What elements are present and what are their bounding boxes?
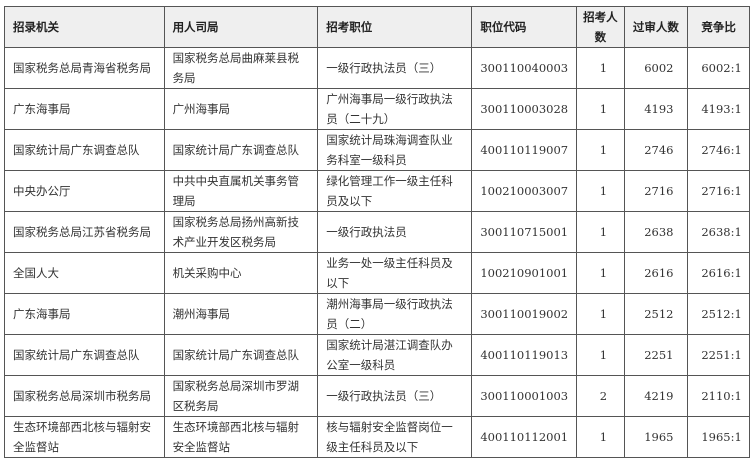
table-header-row: 招录机关 用人司局 招考职位 职位代码 招考人数 过审人数 竞争比 xyxy=(4,6,750,48)
cell-department: 潮州海事局 xyxy=(163,293,319,335)
table-row: 中央办公厅 中共中央直属机关事务管理局 绿化管理工作一级主任科员及以下 1002100… xyxy=(4,170,750,212)
table-row: 国家税务总局青海省税务局 国家税务总局曲麻莱县税务局 一级行政执法员（三） 30011… xyxy=(4,47,750,89)
cell-code: 100210901001 xyxy=(471,252,578,294)
cell-department: 中共中央直属机关事务管理局 xyxy=(163,170,319,212)
cell-agency: 生态环境部西北核与辐射安全监督站 xyxy=(4,416,165,458)
cell-position: 国家统计局湛江调查队办公室一级科员 xyxy=(317,334,473,376)
cell-ratio: 2251:1 xyxy=(687,334,750,376)
cell-ratio: 2512:1 xyxy=(687,293,750,335)
cell-ratio: 2616:1 xyxy=(687,252,750,294)
cell-agency: 国家税务总局青海省税务局 xyxy=(4,47,165,89)
cell-approved: 2638 xyxy=(623,211,689,253)
cell-department: 机关采购中心 xyxy=(163,252,319,294)
cell-approved: 6002 xyxy=(623,47,689,89)
cell-position: 绿化管理工作一级主任科员及以下 xyxy=(317,170,473,212)
table-row: 国家统计局广东调查总队 国家统计局广东调查总队 国家统计局珠海调查队业务科室一级科员… xyxy=(4,129,750,171)
cell-openings: 1 xyxy=(576,129,625,171)
cell-code: 400110119007 xyxy=(471,129,578,171)
cell-agency: 广东海事局 xyxy=(4,293,165,335)
cell-agency: 国家税务总局深圳市税务局 xyxy=(4,375,165,417)
cell-department: 生态环境部西北核与辐射安全监督站 xyxy=(163,416,319,458)
cell-code: 300110001003 xyxy=(471,375,578,417)
cell-code: 300110003028 xyxy=(471,88,578,130)
cell-agency: 国家统计局广东调查总队 xyxy=(4,334,165,376)
cell-agency: 全国人大 xyxy=(4,252,165,294)
cell-openings: 2 xyxy=(576,375,625,417)
cell-openings: 1 xyxy=(576,47,625,89)
cell-code: 300110040003 xyxy=(471,47,578,89)
cell-approved: 2512 xyxy=(623,293,689,335)
cell-department: 国家统计局广东调查总队 xyxy=(163,129,319,171)
table-row: 生态环境部西北核与辐射安全监督站 生态环境部西北核与辐射安全监督站 核与辐射安全监督… xyxy=(4,416,750,458)
cell-approved: 2251 xyxy=(623,334,689,376)
cell-openings: 1 xyxy=(576,293,625,335)
cell-department: 国家税务总局深圳市罗湖区税务局 xyxy=(163,375,319,417)
header-openings: 招考人数 xyxy=(576,6,625,48)
cell-code: 400110119013 xyxy=(471,334,578,376)
cell-approved: 2616 xyxy=(623,252,689,294)
cell-openings: 1 xyxy=(576,416,625,458)
cell-code: 300110019002 xyxy=(471,293,578,335)
cell-position: 核与辐射安全监督岗位一级主任科员及以下 xyxy=(317,416,473,458)
cell-ratio: 2716:1 xyxy=(687,170,750,212)
cell-approved: 1965 xyxy=(623,416,689,458)
cell-position: 广州海事局一级行政执法员（二十九） xyxy=(317,88,473,130)
cell-agency: 国家统计局广东调查总队 xyxy=(4,129,165,171)
cell-department: 国家税务总局扬州高新技术产业开发区税务局 xyxy=(163,211,319,253)
cell-department: 国家税务总局曲麻莱县税务局 xyxy=(163,47,319,89)
table-row: 国家税务总局深圳市税务局 国家税务总局深圳市罗湖区税务局 一级行政执法员（三） 300… xyxy=(4,375,750,417)
header-approved: 过审人数 xyxy=(623,6,689,48)
cell-ratio: 2638:1 xyxy=(687,211,750,253)
cell-agency: 广东海事局 xyxy=(4,88,165,130)
cell-position: 国家统计局珠海调查队业务科室一级科员 xyxy=(317,129,473,171)
cell-code: 100210003007 xyxy=(471,170,578,212)
cell-openings: 1 xyxy=(576,334,625,376)
cell-position: 一级行政执法员（三） xyxy=(317,375,473,417)
table-row: 全国人大 机关采购中心 业务一处一级主任科员及以下 100210901001 1 2616… xyxy=(4,252,750,294)
cell-approved: 4219 xyxy=(623,375,689,417)
cell-position: 潮州海事局一级行政执法员（二） xyxy=(317,293,473,335)
table-row: 广东海事局 潮州海事局 潮州海事局一级行政执法员（二） 300110019002 1 25… xyxy=(4,293,750,335)
table-row: 国家统计局广东调查总队 国家统计局广东调查总队 国家统计局湛江调查队办公室一级科员 4… xyxy=(4,334,750,376)
cell-code: 400110112001 xyxy=(471,416,578,458)
cell-openings: 1 xyxy=(576,211,625,253)
cell-agency: 国家税务总局江苏省税务局 xyxy=(4,211,165,253)
cell-department: 广州海事局 xyxy=(163,88,319,130)
table-row: 国家税务总局江苏省税务局 国家税务总局扬州高新技术产业开发区税务局 一级行政执法员 3… xyxy=(4,211,750,253)
cell-agency: 中央办公厅 xyxy=(4,170,165,212)
cell-ratio: 1965:1 xyxy=(687,416,750,458)
header-code: 职位代码 xyxy=(471,6,578,48)
table-row: 广东海事局 广州海事局 广州海事局一级行政执法员（二十九） 300110003028 1… xyxy=(4,88,750,130)
header-department: 用人司局 xyxy=(163,6,319,48)
cell-position: 一级行政执法员（三） xyxy=(317,47,473,89)
cell-approved: 2746 xyxy=(623,129,689,171)
cell-position: 一级行政执法员 xyxy=(317,211,473,253)
cell-openings: 1 xyxy=(576,252,625,294)
header-ratio: 竞争比 xyxy=(687,6,750,48)
cell-ratio: 2746:1 xyxy=(687,129,750,171)
cell-approved: 2716 xyxy=(623,170,689,212)
recruitment-table: 招录机关 用人司局 招考职位 职位代码 招考人数 过审人数 竞争比 国家税务总局… xyxy=(4,6,750,458)
cell-openings: 1 xyxy=(576,88,625,130)
cell-department: 国家统计局广东调查总队 xyxy=(163,334,319,376)
cell-position: 业务一处一级主任科员及以下 xyxy=(317,252,473,294)
cell-ratio: 6002:1 xyxy=(687,47,750,89)
cell-approved: 4193 xyxy=(623,88,689,130)
cell-ratio: 2110:1 xyxy=(687,375,750,417)
header-agency: 招录机关 xyxy=(4,6,165,48)
cell-code: 300110715001 xyxy=(471,211,578,253)
cell-openings: 1 xyxy=(576,170,625,212)
header-position: 招考职位 xyxy=(317,6,473,48)
cell-ratio: 4193:1 xyxy=(687,88,750,130)
